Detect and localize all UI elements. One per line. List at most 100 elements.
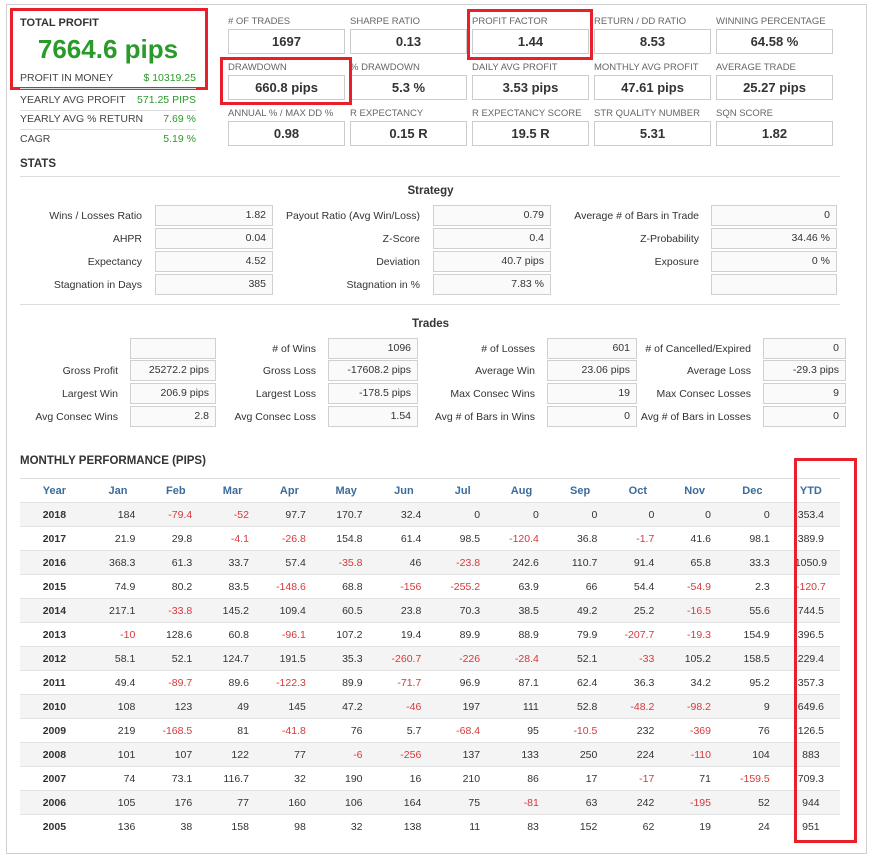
month-cell: -16.5	[666, 598, 723, 623]
month-cell: 49.2	[550, 598, 610, 623]
metric-label: ANNUAL % / MAX DD %	[228, 108, 334, 119]
month-cell: -46	[374, 694, 434, 719]
metric-tile: DAILY AVG PROFIT 3.53 pips	[472, 62, 589, 100]
metric-tile: # OF TRADES 1697	[228, 16, 345, 54]
month-cell: -41.8	[260, 718, 318, 743]
month-cell: -122.3	[260, 670, 318, 695]
section-divider	[20, 176, 840, 177]
year-cell: 2012	[20, 646, 89, 671]
column-header[interactable]: Sep	[550, 478, 610, 503]
month-cell: 70.3	[433, 598, 493, 623]
metric-tile: STR QUALITY NUMBER 5.31	[594, 108, 711, 146]
column-header[interactable]: Feb	[147, 478, 205, 503]
yearly-avg-return-row: YEARLY AVG % RETURN 7.69 %	[20, 113, 196, 129]
strategy-label: Wins / Losses Ratio	[49, 210, 142, 222]
month-cell: 184	[88, 502, 148, 527]
month-cell: 98.5	[433, 526, 493, 551]
column-header[interactable]: Dec	[722, 478, 782, 503]
month-cell: -4.1	[204, 526, 261, 551]
month-cell: 52.8	[550, 694, 610, 719]
profit-factor-highlight	[467, 9, 593, 60]
table-row: 2006 105 176 77 160 106 164 75 -81 63 242 -195 52 944	[20, 790, 840, 815]
month-cell: 52.1	[147, 646, 205, 671]
month-cell: 217.1	[88, 598, 148, 623]
trades-value: -178.5 pips	[328, 383, 418, 404]
metric-label: STR QUALITY NUMBER	[594, 108, 700, 119]
trades-label: Avg # of Bars in Losses	[640, 411, 751, 423]
ytd-cell: 709.3	[781, 766, 840, 791]
column-header[interactable]: May	[317, 478, 375, 503]
month-cell: 219	[88, 718, 148, 743]
metric-value: 64.58 %	[716, 29, 833, 54]
metric-value: 5.31	[594, 121, 711, 146]
month-cell: 106	[317, 790, 375, 815]
trades-value: 206.9 pips	[130, 383, 216, 404]
column-header[interactable]: YTD	[781, 478, 840, 503]
strategy-value: 40.7 pips	[433, 251, 551, 272]
column-header[interactable]: Mar	[204, 478, 261, 503]
month-cell: 83.5	[204, 574, 261, 599]
strategy-label: Z-Score	[382, 233, 420, 245]
month-cell: 32.4	[374, 502, 434, 527]
metric-label: DRAWDOWN	[228, 62, 287, 73]
month-cell: 46	[374, 550, 434, 575]
column-header[interactable]: Aug	[492, 478, 551, 503]
month-cell: -6	[317, 742, 375, 767]
summary-value: 5.19 %	[163, 133, 196, 145]
month-cell: 160	[260, 790, 318, 815]
strategy-value: 0	[711, 205, 837, 226]
trades-label: Largest Win	[61, 388, 118, 400]
strategy-label: Stagnation in Days	[53, 279, 142, 291]
trades-label: Average Win	[475, 365, 535, 377]
year-cell: 2009	[20, 718, 89, 743]
month-cell: 68.8	[317, 574, 375, 599]
summary-divider	[20, 129, 196, 130]
ytd-cell: 389.9	[781, 526, 840, 551]
table-row: 2018 184 -79.4 -52 97.7 170.7 32.4 0 0 0 0 0 0 353.4	[20, 502, 840, 527]
month-cell: 154.8	[317, 526, 375, 551]
trades-label: Avg # of Bars in Wins	[434, 411, 535, 423]
monthly-performance-table: Year Jan Feb Mar Apr May Jun Jul Aug Sep Oct Nov Dec…	[20, 478, 840, 839]
month-cell: -54.9	[666, 574, 723, 599]
month-cell: 368.3	[88, 550, 148, 575]
table-row: 2009 219 -168.5 81 -41.8 76 5.7 -68.4 95 -10.5 232…	[20, 718, 840, 743]
column-header[interactable]: Oct	[609, 478, 667, 503]
month-cell: 98.1	[722, 526, 782, 551]
column-header[interactable]: Jan	[88, 478, 148, 503]
month-cell: 25.2	[609, 598, 667, 623]
month-cell: 63	[550, 790, 610, 815]
column-header[interactable]: Apr	[260, 478, 318, 503]
column-header[interactable]: Year	[20, 478, 89, 503]
year-cell: 2017	[20, 526, 89, 551]
month-cell: 38	[147, 814, 205, 839]
month-cell: 116.7	[204, 766, 261, 791]
column-header[interactable]: Jul	[433, 478, 493, 503]
ytd-column-highlight	[794, 458, 857, 843]
month-cell: 52.1	[550, 646, 610, 671]
metric-label: SQN SCORE	[716, 108, 774, 119]
month-cell: 35.3	[317, 646, 375, 671]
summary-label: CAGR	[20, 133, 51, 145]
metric-label: # OF TRADES	[228, 16, 291, 27]
month-cell: 19.4	[374, 622, 434, 647]
table-row: 2005 136 38 158 98 32 138 11 83 152 62 19 24 951	[20, 814, 840, 839]
column-header[interactable]: Jun	[374, 478, 434, 503]
month-cell: 38.5	[492, 598, 551, 623]
month-cell: 58.1	[88, 646, 148, 671]
year-cell: 2006	[20, 790, 89, 815]
month-cell: 11	[433, 814, 493, 839]
metric-value: 3.53 pips	[472, 75, 589, 100]
month-cell: -256	[374, 742, 434, 767]
month-cell: 33.3	[722, 550, 782, 575]
drawdown-highlight	[220, 57, 352, 105]
month-cell: 88.9	[492, 622, 551, 647]
month-cell: 33.7	[204, 550, 261, 575]
yearly-avg-profit-row: YEARLY AVG PROFIT 571.25 PIPS	[20, 94, 196, 110]
column-header[interactable]: Nov	[666, 478, 723, 503]
month-cell: 79.9	[550, 622, 610, 647]
month-cell: -1.7	[609, 526, 667, 551]
year-cell: 2018	[20, 502, 89, 527]
month-cell: -159.5	[722, 766, 782, 791]
ytd-cell: 229.4	[781, 646, 840, 671]
month-cell: 74.9	[88, 574, 148, 599]
